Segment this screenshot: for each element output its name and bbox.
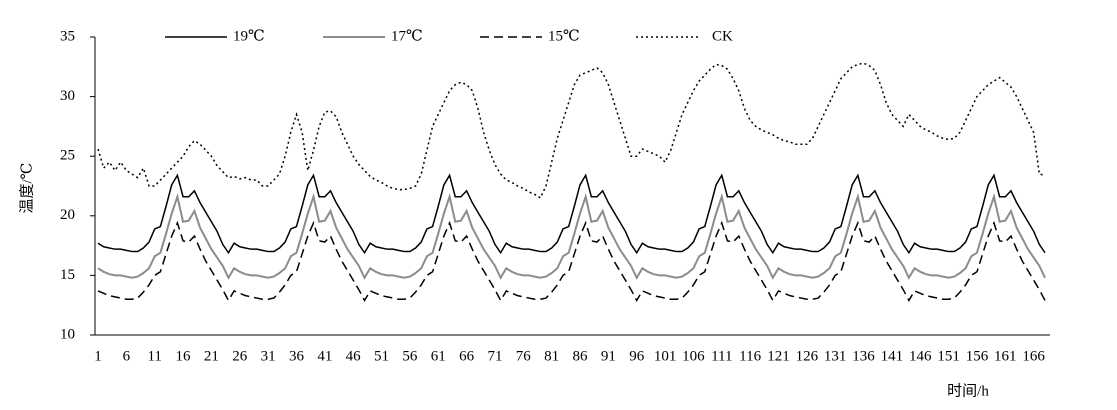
x-tick-label: 46 bbox=[346, 348, 362, 364]
x-tick-label: 11 bbox=[147, 348, 161, 364]
x-tick-label: 141 bbox=[881, 348, 904, 364]
x-tick-label: 156 bbox=[966, 348, 989, 364]
y-axis-label: 温度/℃ bbox=[18, 163, 35, 214]
x-tick-label: 106 bbox=[682, 348, 705, 364]
x-tick-label: 151 bbox=[937, 348, 960, 364]
y-tick-label: 30 bbox=[60, 88, 75, 104]
x-tick-label: 31 bbox=[261, 348, 276, 364]
x-tick-label: 121 bbox=[767, 348, 790, 364]
legend-label: 19℃ bbox=[233, 28, 265, 44]
x-tick-label: 61 bbox=[431, 348, 446, 364]
x-tick-label: 26 bbox=[232, 348, 248, 364]
x-tick-label: 21 bbox=[204, 348, 219, 364]
series-line bbox=[97, 173, 1046, 255]
y-tick-label: 10 bbox=[60, 326, 75, 342]
x-axis-label: 时间/h bbox=[947, 382, 989, 399]
x-tick-label: 71 bbox=[487, 348, 502, 364]
legend-label: CK bbox=[712, 28, 733, 44]
x-tick-label: 91 bbox=[601, 348, 616, 364]
x-tick-label: 16 bbox=[176, 348, 192, 364]
x-tick-label: 161 bbox=[994, 348, 1017, 364]
x-tick-label: 76 bbox=[516, 348, 532, 364]
y-tick-label: 25 bbox=[60, 148, 75, 164]
x-tick-label: 36 bbox=[289, 348, 305, 364]
x-tick-label: 56 bbox=[402, 348, 418, 364]
x-tick-label: 96 bbox=[629, 348, 645, 364]
series-line bbox=[97, 220, 1046, 302]
x-tick-label: 81 bbox=[544, 348, 559, 364]
x-tick-label: 111 bbox=[711, 348, 732, 364]
x-tick-label: 41 bbox=[317, 348, 332, 364]
x-tick-label: 101 bbox=[654, 348, 677, 364]
x-tick-label: 131 bbox=[824, 348, 847, 364]
legend-label: 17℃ bbox=[391, 28, 423, 44]
x-tick-label: 86 bbox=[573, 348, 589, 364]
x-tick-label: 116 bbox=[739, 348, 761, 364]
x-tick-label: 166 bbox=[1022, 348, 1045, 364]
x-tick-label: 6 bbox=[123, 348, 131, 364]
x-tick-label: 136 bbox=[852, 348, 875, 364]
series-line bbox=[97, 193, 1046, 280]
x-tick-label: 51 bbox=[374, 348, 389, 364]
x-tick-label: 126 bbox=[796, 348, 819, 364]
y-tick-label: 35 bbox=[60, 28, 75, 44]
series-line bbox=[97, 62, 1046, 200]
x-tick-label: 146 bbox=[909, 348, 932, 364]
y-tick-label: 20 bbox=[60, 207, 75, 223]
legend-label: 15℃ bbox=[548, 28, 580, 44]
y-tick-label: 15 bbox=[60, 267, 75, 283]
x-tick-label: 1 bbox=[94, 348, 102, 364]
x-tick-label: 66 bbox=[459, 348, 475, 364]
